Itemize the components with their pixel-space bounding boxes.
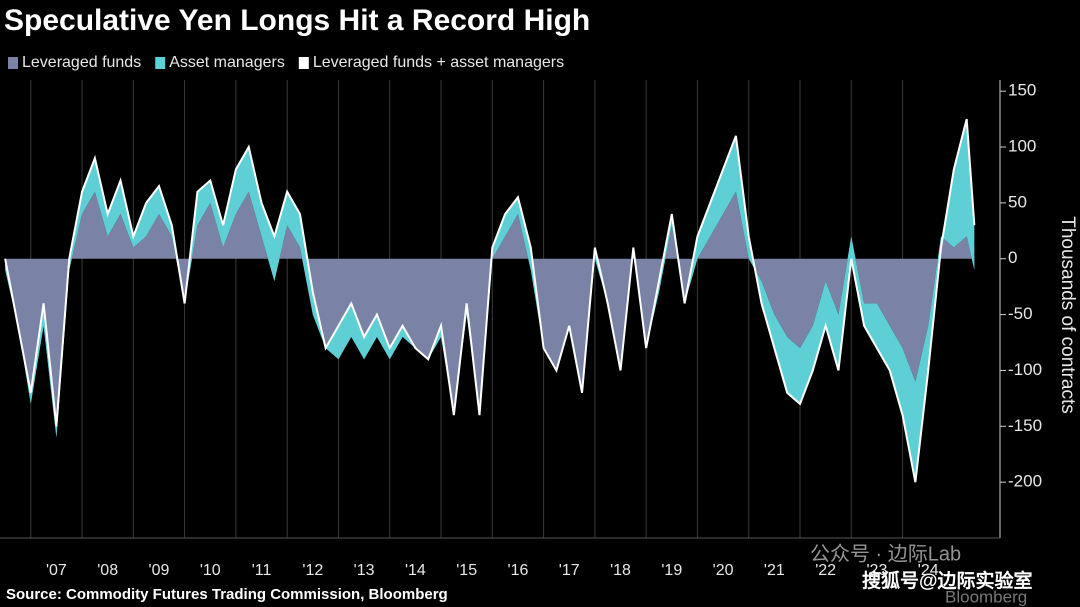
- legend-swatch: [8, 57, 18, 69]
- y-tick-label: -200: [1008, 472, 1042, 491]
- x-tick-label: '18: [610, 562, 631, 579]
- x-tick-label: '11: [252, 562, 272, 579]
- y-tick-label: 0: [1008, 248, 1017, 267]
- x-tick-label: '17: [559, 562, 580, 579]
- chart-title: Speculative Yen Longs Hit a Record High: [4, 4, 590, 37]
- y-tick-label: 150: [1008, 81, 1036, 100]
- x-tick-label: '12: [302, 562, 323, 579]
- legend-label: Leveraged funds: [22, 54, 141, 71]
- x-tick-label: '08: [97, 562, 118, 579]
- legend-swatch: [298, 57, 309, 69]
- area: [5, 191, 975, 438]
- legend: Leveraged funds Asset managers Leveraged f…: [8, 54, 564, 71]
- x-tick-label: '21: [764, 562, 785, 579]
- plot: [0, 80, 1006, 539]
- legend-label: Asset managers: [169, 54, 285, 71]
- logo: Bloomberg: [945, 587, 1027, 606]
- y-tick-label: -50: [1008, 304, 1033, 323]
- legend-label: Leveraged funds + asset managers: [313, 54, 564, 71]
- x-tick-label: '07: [46, 562, 67, 579]
- x-tick-label: '23: [866, 562, 887, 579]
- x-tick-label: '13: [354, 562, 375, 579]
- x-tick-label: '19: [661, 562, 682, 579]
- line: [4, 118, 976, 483]
- x-tick-label: '22: [815, 562, 836, 579]
- area: [5, 119, 975, 483]
- legend-swatch: [155, 57, 166, 69]
- y-tick-label: 50: [1008, 192, 1027, 211]
- x-tick-label: '10: [200, 562, 221, 579]
- x-tick-label: '15: [456, 562, 477, 579]
- watermark: 搜狐号@边际实验室: [862, 569, 1033, 592]
- y-tick-label: -100: [1008, 360, 1042, 379]
- x-tick-label: '14: [405, 562, 426, 579]
- y-tick-label: -150: [1008, 416, 1042, 435]
- x-tick-label: '20: [713, 562, 734, 579]
- source: Source: Commodity Futures Trading Commis…: [6, 586, 448, 603]
- x-tick-label: '24: [918, 562, 939, 579]
- y-axis-label: Thousands of contracts: [1057, 216, 1078, 414]
- watermark: 公众号 · 边际Lab: [810, 542, 961, 565]
- y-tick-label: 100: [1008, 137, 1036, 156]
- x-tick-label: '16: [508, 562, 529, 579]
- x-tick-label: '09: [149, 562, 170, 579]
